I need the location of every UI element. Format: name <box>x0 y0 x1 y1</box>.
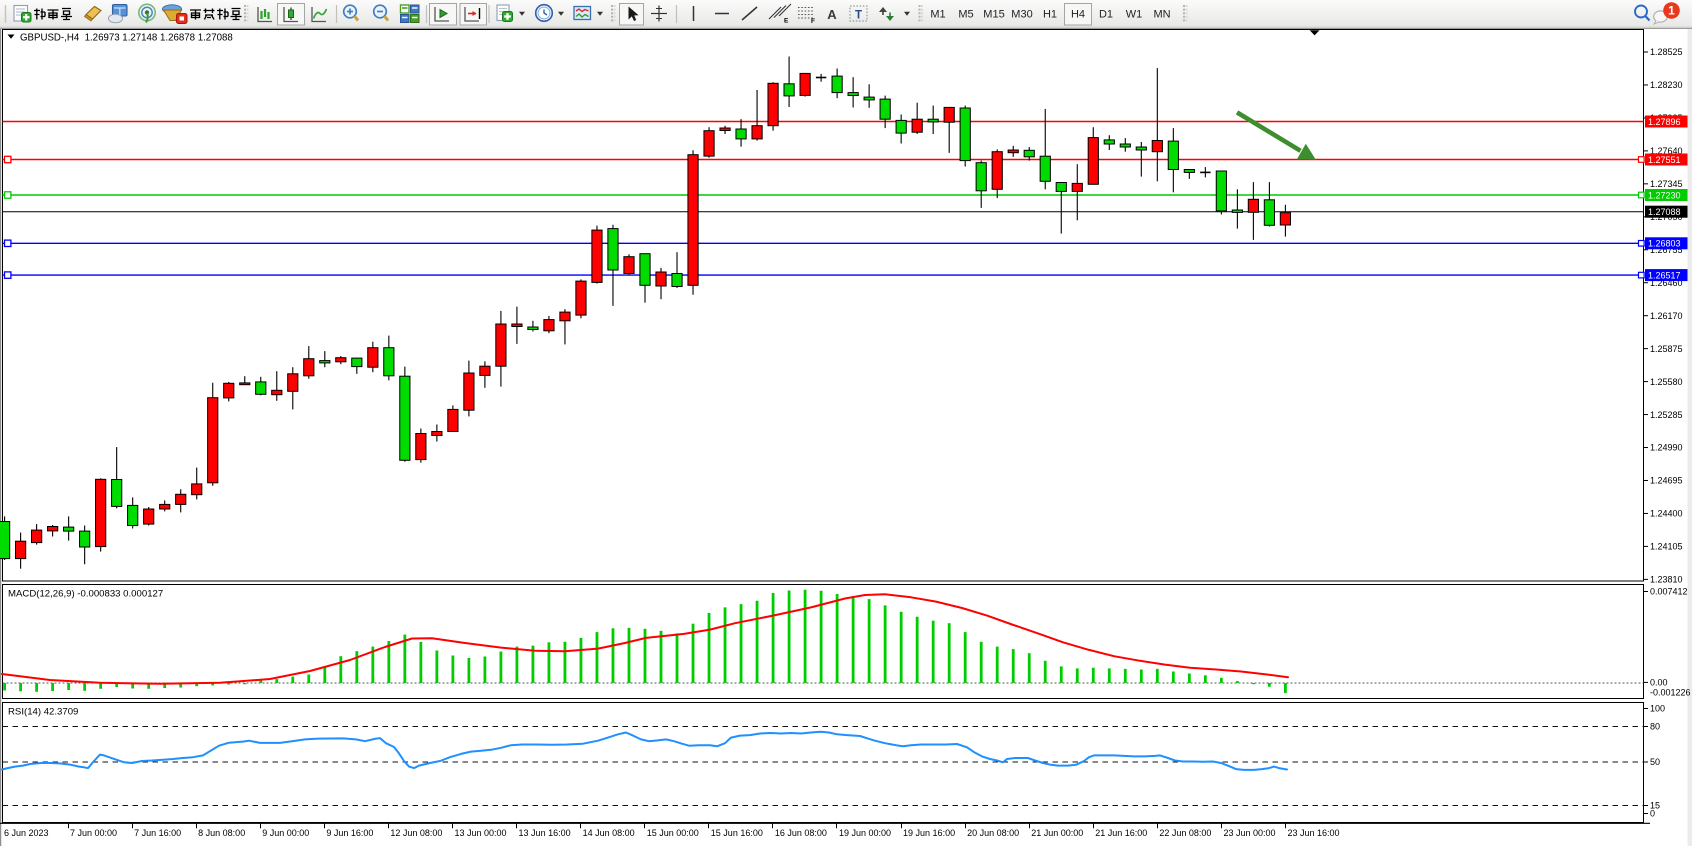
svg-text:1.26170: 1.26170 <box>1650 311 1683 321</box>
svg-text:9 Jun 00:00: 9 Jun 00:00 <box>262 828 309 838</box>
svg-text:H4: H4 <box>1071 9 1085 21</box>
svg-text:D1: D1 <box>1099 9 1113 21</box>
svg-text:7 Jun 16:00: 7 Jun 16:00 <box>134 828 181 838</box>
svg-text:13 Jun 16:00: 13 Jun 16:00 <box>519 828 571 838</box>
svg-text:MN: MN <box>1153 9 1170 21</box>
svg-text:21 Jun 00:00: 21 Jun 00:00 <box>1031 828 1083 838</box>
svg-text:1.27088: 1.27088 <box>1648 207 1681 217</box>
svg-text:14 Jun 08:00: 14 Jun 08:00 <box>583 828 635 838</box>
svg-text:1.24990: 1.24990 <box>1650 443 1683 453</box>
svg-text:20 Jun 08:00: 20 Jun 08:00 <box>967 828 1019 838</box>
svg-text:7 Jun 00:00: 7 Jun 00:00 <box>70 828 117 838</box>
svg-text:1.26755: 1.26755 <box>1650 245 1683 255</box>
svg-text:15: 15 <box>1650 801 1660 811</box>
svg-text:M30: M30 <box>1011 9 1032 21</box>
svg-text:16 Jun 08:00: 16 Jun 08:00 <box>775 828 827 838</box>
svg-text:M15: M15 <box>983 9 1004 21</box>
svg-text:F: F <box>811 18 815 25</box>
svg-text:1.24105: 1.24105 <box>1650 542 1683 552</box>
svg-text:1.26803: 1.26803 <box>1648 239 1681 249</box>
svg-text:19 Jun 16:00: 19 Jun 16:00 <box>903 828 955 838</box>
svg-text:13 Jun 00:00: 13 Jun 00:00 <box>454 828 506 838</box>
svg-text:W1: W1 <box>1126 9 1143 21</box>
svg-text:GBPUSD-,H4 1.26973 1.27148 1.: GBPUSD-,H4 1.26973 1.27148 1.26878 1.270… <box>20 33 233 44</box>
svg-text:21 Jun 16:00: 21 Jun 16:00 <box>1095 828 1147 838</box>
svg-text:-0.001226: -0.001226 <box>1650 688 1691 698</box>
svg-text:E: E <box>784 18 789 25</box>
svg-text:1.24400: 1.24400 <box>1650 509 1683 519</box>
svg-text:1: 1 <box>1668 4 1675 18</box>
svg-text:1.25285: 1.25285 <box>1650 410 1683 420</box>
svg-text:23 Jun 00:00: 23 Jun 00:00 <box>1223 828 1275 838</box>
svg-text:1.25875: 1.25875 <box>1650 344 1683 354</box>
svg-text:8 Jun 08:00: 8 Jun 08:00 <box>198 828 245 838</box>
svg-text:12 Jun 08:00: 12 Jun 08:00 <box>390 828 442 838</box>
svg-text:T: T <box>855 10 862 22</box>
svg-text:1.26517: 1.26517 <box>1648 271 1681 281</box>
svg-text:RSI(14) 42.3709: RSI(14) 42.3709 <box>8 706 78 717</box>
svg-text:50: 50 <box>1650 757 1660 767</box>
svg-text:0: 0 <box>1650 809 1655 819</box>
svg-text:1.25580: 1.25580 <box>1650 377 1683 387</box>
svg-text:0.007412: 0.007412 <box>1650 587 1688 597</box>
svg-text:100: 100 <box>1650 704 1665 714</box>
svg-text:M1: M1 <box>930 9 945 21</box>
svg-text:1.23810: 1.23810 <box>1650 575 1683 585</box>
svg-text:1.26460: 1.26460 <box>1650 278 1683 288</box>
svg-text:9 Jun 16:00: 9 Jun 16:00 <box>326 828 373 838</box>
svg-text:0.00: 0.00 <box>1650 678 1668 688</box>
svg-text:1.27640: 1.27640 <box>1650 146 1683 156</box>
svg-text:1.27551: 1.27551 <box>1648 155 1681 165</box>
svg-text:M5: M5 <box>958 9 973 21</box>
svg-text:H1: H1 <box>1043 9 1057 21</box>
svg-text:1.24695: 1.24695 <box>1650 476 1683 486</box>
svg-text:6 Jun 2023: 6 Jun 2023 <box>4 828 49 838</box>
svg-text:23 Jun 16:00: 23 Jun 16:00 <box>1288 828 1340 838</box>
svg-text:1.28230: 1.28230 <box>1650 80 1683 90</box>
svg-text:80: 80 <box>1650 722 1660 732</box>
svg-text:22 Jun 08:00: 22 Jun 08:00 <box>1159 828 1211 838</box>
svg-text:1.27896: 1.27896 <box>1648 117 1681 127</box>
svg-text:MACD(12,26,9) -0.000833 0.0001: MACD(12,26,9) -0.000833 0.000127 <box>8 588 163 599</box>
svg-text:1.27230: 1.27230 <box>1648 190 1681 200</box>
svg-text:19 Jun 00:00: 19 Jun 00:00 <box>839 828 891 838</box>
svg-text:1.27345: 1.27345 <box>1650 179 1683 189</box>
svg-text:A: A <box>827 7 837 22</box>
svg-text:15 Jun 00:00: 15 Jun 00:00 <box>647 828 699 838</box>
svg-text:15 Jun 16:00: 15 Jun 16:00 <box>711 828 763 838</box>
svg-text:1.28525: 1.28525 <box>1650 47 1683 57</box>
